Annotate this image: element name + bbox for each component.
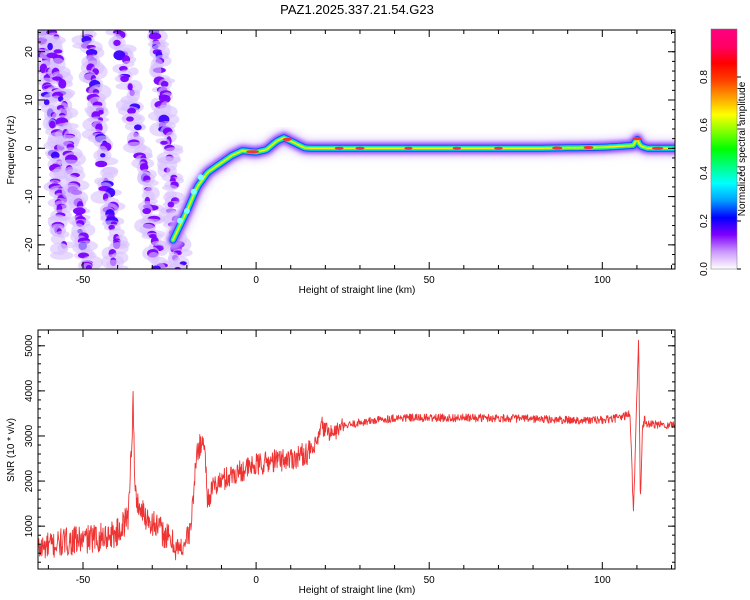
alias-halo (149, 63, 162, 78)
spectrogram-x-label: Height of straight line (km) (299, 285, 416, 296)
alias-halo (162, 184, 178, 191)
snr-x-tick-label: -50 (76, 575, 91, 586)
ridge-hotspot (452, 146, 462, 150)
ridge-hotspot (632, 137, 642, 141)
spectrogram-y-tick-label: -10 (24, 189, 35, 204)
spectrogram-x-tick-label: -50 (76, 275, 91, 286)
alias-core (127, 83, 133, 91)
alias-core (160, 80, 169, 88)
ridge-hotspot (583, 145, 594, 150)
alias-core (148, 32, 162, 40)
alias-core (72, 207, 86, 215)
alias-band (146, 30, 193, 269)
alias-core (100, 153, 106, 158)
spectrogram-x-tick-label: 100 (594, 275, 611, 286)
ridge-hotspot (494, 146, 503, 150)
colorbar-ticks: 0.0 0.2 0.4 0.6 0.8 (699, 70, 741, 276)
snr-panel: -50 0 50 100 1000 2000 3000 4000 5000 Height of … (6, 329, 676, 596)
snr-y-label: SNR (10 * v/v) (6, 418, 17, 482)
alias-band (71, 30, 130, 269)
colorbar-tick-label: 0.2 (699, 214, 710, 228)
ridge-hotspot (334, 146, 344, 150)
ridge-hotspot (404, 146, 413, 150)
spectrogram-frame (37, 29, 676, 270)
alias-core (126, 116, 134, 122)
ridge-blob (190, 188, 197, 195)
ridge-blob (176, 217, 183, 224)
alias-core (120, 75, 129, 83)
ridge-hotspot (651, 146, 664, 150)
snr-frame (37, 329, 676, 570)
colorbar-bar (711, 29, 737, 269)
snr-x-label: Height of straight line (km) (299, 585, 416, 596)
alias-core (151, 265, 161, 269)
alias-core (53, 49, 63, 54)
alias-core (52, 76, 62, 81)
alias-core (50, 151, 60, 160)
alias-halo (106, 259, 121, 269)
snr-x-tick-label: 0 (253, 575, 259, 586)
alias-core (47, 42, 53, 51)
snr-x-tick-label: 50 (424, 575, 436, 586)
alias-band (38, 30, 104, 269)
snr-x-tick-label: 100 (594, 575, 611, 586)
colorbar-label: Normalized spectral amplitude (737, 81, 748, 216)
snr-axes: -50 0 50 100 1000 2000 3000 4000 5000 (24, 330, 675, 586)
snr-y-tick-label: 4000 (24, 379, 35, 402)
ridge-blob (197, 174, 204, 181)
colorbar-tick-label: 0.6 (699, 118, 710, 132)
alias-core (174, 266, 182, 269)
alias-halo (118, 265, 129, 269)
snr-background (38, 330, 675, 569)
spectrogram-y-label: Frequency (Hz) (6, 116, 17, 185)
alias-core (167, 201, 175, 208)
spectrogram-y-tick-label: -20 (24, 237, 35, 252)
alias-core (49, 120, 56, 129)
alias-core (142, 207, 152, 215)
ridge-hotspot (552, 146, 563, 150)
spectrogram-y-tick-label: 0 (24, 145, 35, 151)
colorbar: 0.0 0.2 0.4 0.6 0.8 Normalized spectral ampl… (699, 28, 748, 276)
colorbar-tick-label: 0.0 (699, 262, 710, 276)
ridge-hotspot (246, 150, 260, 154)
spectrogram-y-tick-label: 20 (24, 46, 35, 58)
snr-y-tick-label: 3000 (24, 424, 35, 447)
alias-band (105, 30, 173, 269)
colorbar-tick-label: 0.8 (699, 70, 710, 84)
spectrogram-x-tick-label: 50 (424, 275, 436, 286)
alias-halo (50, 234, 66, 245)
alias-halo (49, 251, 74, 260)
spectrogram-x-tick-label: 0 (253, 275, 259, 286)
ridge-blob (183, 208, 190, 215)
colorbar-frame (710, 28, 738, 270)
ridge-hotspot (355, 146, 365, 150)
alias-core (127, 107, 136, 115)
alias-halo (166, 263, 188, 269)
alias-bands (38, 30, 193, 269)
alias-core (160, 140, 168, 145)
snr-content (38, 339, 675, 561)
alias-core (85, 265, 92, 269)
ridge-hotspot (282, 137, 292, 141)
spectrogram-panel: -50 0 50 100 -20 -10 0 10 20 Height of straight … (6, 29, 676, 296)
figure-title: PAZ1.2025.337.21.54.G23 (280, 2, 434, 17)
snr-y-tick-label: 5000 (24, 334, 35, 357)
snr-y-tick-label: 1000 (24, 515, 35, 538)
spectrogram-axes: -50 0 50 100 -20 -10 0 10 20 (24, 30, 675, 286)
alias-core (134, 124, 142, 131)
colorbar-tick-label: 0.4 (699, 166, 710, 180)
alias-core (113, 50, 126, 61)
spectrogram-content (38, 30, 675, 269)
snr-line (38, 339, 675, 561)
snr-y-tick-label: 2000 (24, 470, 35, 493)
spectrogram-y-tick-label: 10 (24, 94, 35, 106)
alias-core (113, 39, 121, 47)
spectral-ridge (164, 128, 675, 249)
alias-core (43, 99, 50, 106)
alias-core (95, 160, 108, 168)
alias-core (58, 79, 67, 89)
